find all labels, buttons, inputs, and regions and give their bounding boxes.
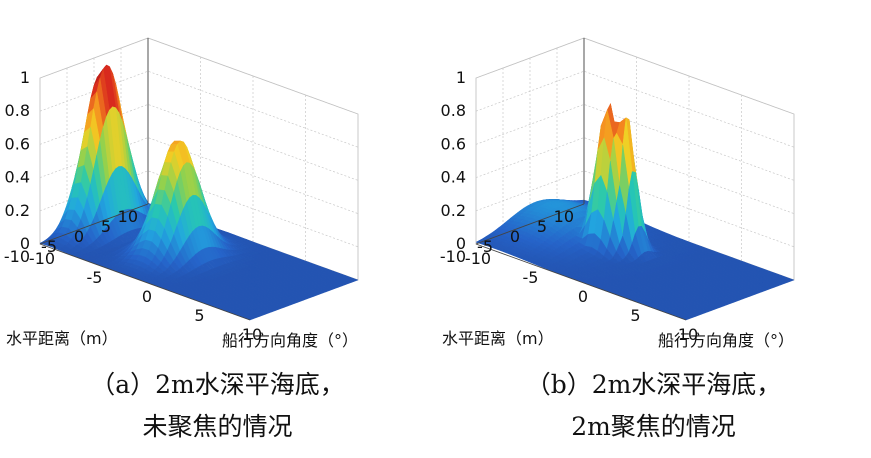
grid-line-z (39, 170, 359, 248)
x-tick-label: 0 (578, 287, 588, 306)
surface-plot-a: 00.20.40.60.811050-5-10-10-50510水平距离（m）船… (4, 37, 359, 350)
x-axis-label: 船行方向角度（°） (658, 331, 794, 350)
y-tick-label: -10 (440, 247, 466, 266)
grid-line-z (39, 137, 359, 214)
x-tick-label: 0 (142, 287, 152, 306)
chart-panel-b: 0 0.2 0.4 0.6 0.8 1 10 5 0 -5 -10 -10 -5 0 5 10 水平距离（m）船… (436, 0, 871, 458)
z-tick-label: 0.2 (5, 201, 30, 220)
grid-line-z (39, 104, 359, 181)
y-tick-label: 5 (537, 217, 547, 236)
y-tick-label: 10 (554, 207, 574, 226)
grid-line-z (39, 70, 359, 148)
grid-line-z (475, 70, 795, 148)
x-tick-label: 10 (242, 325, 262, 344)
surface-mesh (475, 102, 795, 321)
z-tick-label: 0.6 (5, 134, 30, 153)
axis-lines (475, 38, 687, 321)
grid-line-z (39, 37, 359, 115)
caption-b-line1: （b）2m水深平海底， (525, 370, 782, 399)
grid-line-z (475, 137, 795, 214)
y-tick-label: -5 (41, 237, 57, 256)
y-axis-line (39, 203, 149, 245)
x-tick-label: -5 (523, 268, 539, 287)
x-tick-label: 5 (194, 306, 204, 325)
z-tick-label: 0.2 (441, 201, 466, 220)
z-tick-label: 0 (20, 234, 30, 253)
y-axis-label: 水平距离（m） (6, 329, 118, 348)
caption-a-line2: 未聚焦的情况 (142, 412, 293, 441)
z-tick-label: 0.8 (441, 101, 466, 120)
x-axis-label: 船行方向角度（°） (222, 331, 358, 350)
caption-b-line2: 2m聚焦的情况 (571, 412, 736, 441)
y-axis-line (475, 203, 585, 245)
x-axis-line (475, 243, 687, 321)
x-tick-label: -5 (87, 268, 103, 287)
x-tick-label: 5 (630, 306, 640, 325)
z-tick-label: 1 (456, 68, 466, 87)
z-tick-label: 0.4 (5, 168, 30, 187)
caption-a-line1: （a）2m水深平海底， (90, 370, 345, 399)
surface-mesh (39, 64, 359, 321)
grid-line-z (475, 104, 795, 181)
y-tick-label: -5 (477, 237, 493, 256)
axis-lines (39, 38, 251, 321)
x-axis-line (39, 243, 251, 321)
chart-panel-a: 0 0.2 0.4 0.6 0.8 1 10 5 0 -5 -10 -10 -5 0 5 10 水平距离（m）船… (0, 0, 435, 458)
y-tick-label: -10 (4, 247, 30, 266)
y-tick-label: 0 (74, 227, 84, 246)
grid-line-z (475, 37, 795, 115)
y-tick-label: 5 (101, 217, 111, 236)
z-tick-label: 0.4 (441, 168, 466, 187)
x-tick-label: -10 (29, 249, 55, 268)
y-tick-label: 10 (118, 207, 138, 226)
x-tick-label: 10 (678, 325, 698, 344)
y-axis-label: 水平距离（m） (442, 329, 554, 348)
z-tick-label: 0.6 (441, 134, 466, 153)
y-tick-label: 0 (510, 227, 520, 246)
surface-plot-b: 00.20.40.60.811050-5-10-10-50510水平距离（m）船… (440, 37, 795, 350)
z-tick-label: 0.8 (5, 101, 30, 120)
z-tick-label: 0 (456, 234, 466, 253)
z-tick-label: 1 (20, 68, 30, 87)
grid-line-z (475, 170, 795, 248)
x-tick-label: -10 (465, 249, 491, 268)
